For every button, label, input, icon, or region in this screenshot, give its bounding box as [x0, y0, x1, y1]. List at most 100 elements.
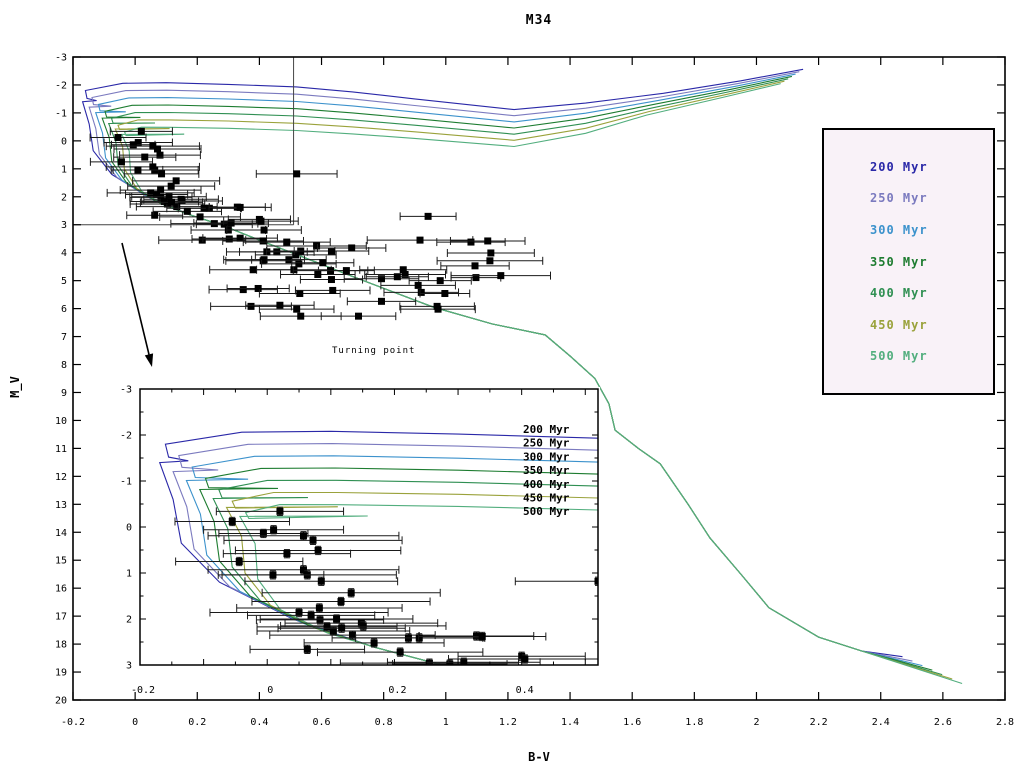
- data-point: [316, 647, 484, 657]
- data-point-marker: [239, 286, 247, 294]
- data-point: [450, 271, 551, 280]
- data-point-marker: [528, 719, 535, 726]
- data-point: [643, 736, 758, 744]
- data-point-marker: [424, 212, 432, 220]
- x-tick-label: 0.4: [250, 717, 268, 728]
- y-tick-label: -3: [55, 53, 67, 64]
- data-point: [126, 211, 184, 220]
- data-point-marker: [283, 238, 291, 246]
- data-point-marker: [314, 271, 322, 279]
- data-point-marker: [172, 177, 180, 185]
- data-point-marker: [992, 708, 999, 715]
- y-tick-label: 6: [61, 304, 67, 315]
- data-point-marker: [270, 526, 278, 534]
- data-point-marker: [960, 729, 967, 736]
- data-point-marker: [165, 193, 173, 201]
- data-point: [382, 670, 535, 678]
- x-tick-label: 2.6: [934, 717, 952, 728]
- x-tick-label: 1.8: [685, 717, 703, 728]
- y-tick-label: 7: [61, 332, 67, 343]
- data-point-marker: [399, 266, 407, 274]
- data-point: [293, 247, 370, 256]
- data-point-marker: [526, 721, 533, 728]
- inset-y-tick-label: 2: [126, 615, 132, 626]
- data-point: [113, 153, 177, 162]
- data-point-marker: [487, 249, 495, 257]
- data-point-marker: [434, 305, 442, 313]
- data-point: [399, 212, 457, 221]
- data-point-marker: [157, 193, 165, 201]
- data-point-marker: [147, 189, 155, 197]
- data-point-marker: [167, 198, 175, 206]
- data-point-marker: [446, 660, 454, 665]
- data-point: [392, 659, 508, 665]
- data-point: [516, 735, 669, 743]
- data-point: [175, 556, 304, 567]
- inset-y-tick-label: -2: [120, 431, 132, 442]
- data-point-marker: [295, 260, 303, 268]
- data-point: [280, 270, 356, 279]
- arrow-shaft: [121, 242, 150, 355]
- data-point-marker: [228, 517, 236, 525]
- data-point: [408, 276, 472, 285]
- data-point-marker: [533, 706, 540, 713]
- data-point: [261, 588, 441, 598]
- y-tick-label: -1: [55, 108, 67, 119]
- inset-legend-entry: 250 Myr: [523, 437, 570, 450]
- data-point: [226, 226, 302, 235]
- data-point-marker: [315, 604, 323, 612]
- data-point-marker: [307, 611, 315, 619]
- data-point: [259, 614, 414, 624]
- inset-y-tick-label: -1: [120, 477, 132, 488]
- data-point-marker: [114, 134, 122, 142]
- data-point-marker: [329, 627, 337, 635]
- data-point-marker: [951, 690, 958, 697]
- data-point-marker: [299, 566, 307, 574]
- y-tick-label: 8: [61, 360, 67, 371]
- data-point: [727, 735, 905, 743]
- data-point-marker: [589, 736, 596, 743]
- inset-legend-entry: 500 Myr: [523, 505, 570, 518]
- y-tick-label: 13: [55, 500, 67, 511]
- data-point-marker: [986, 688, 993, 695]
- legend-entry-350-myr: 350 Myr: [870, 254, 928, 269]
- data-point-marker: [516, 766, 523, 773]
- data-point-marker: [227, 219, 235, 227]
- inset-legend-entry: 200 Myr: [523, 423, 570, 436]
- data-point: [244, 576, 399, 586]
- inset-data-points: [174, 506, 1024, 773]
- data-point: [103, 138, 173, 147]
- data-point: [400, 305, 476, 314]
- x-tick-label: 0.2: [188, 717, 206, 728]
- x-tick-label: 1.4: [561, 717, 579, 728]
- data-point-marker: [157, 186, 165, 194]
- data-point: [218, 528, 309, 539]
- data-point-marker: [299, 532, 307, 540]
- data-point-marker: [210, 220, 218, 228]
- inset-x-tick-label: 0.2: [388, 685, 406, 696]
- data-point: [258, 305, 335, 314]
- data-point: [346, 297, 417, 306]
- x-tick-label: 0.6: [313, 717, 331, 728]
- data-point-marker: [259, 257, 267, 265]
- data-point-marker: [316, 616, 324, 624]
- x-tick-label: -0.2: [61, 717, 85, 728]
- data-point: [221, 570, 325, 580]
- data-point-marker: [292, 251, 300, 259]
- arrow-head: [144, 353, 154, 367]
- data-point-marker: [377, 297, 385, 305]
- legend-entry-400-myr: 400 Myr: [870, 286, 928, 301]
- data-point: [913, 688, 1024, 696]
- data-point-marker: [259, 529, 267, 537]
- data-point-marker: [579, 719, 586, 726]
- data-point-marker: [283, 550, 291, 558]
- legend-entry-300-myr: 300 Myr: [870, 222, 928, 237]
- data-point: [291, 258, 355, 267]
- y-tick-label: 3: [61, 220, 67, 231]
- y-axis-label: M_V: [8, 376, 22, 398]
- data-point: [113, 144, 202, 153]
- data-point-marker: [370, 639, 378, 647]
- y-tick-label: 5: [61, 276, 67, 287]
- data-point-marker: [323, 623, 331, 631]
- data-point: [249, 644, 366, 654]
